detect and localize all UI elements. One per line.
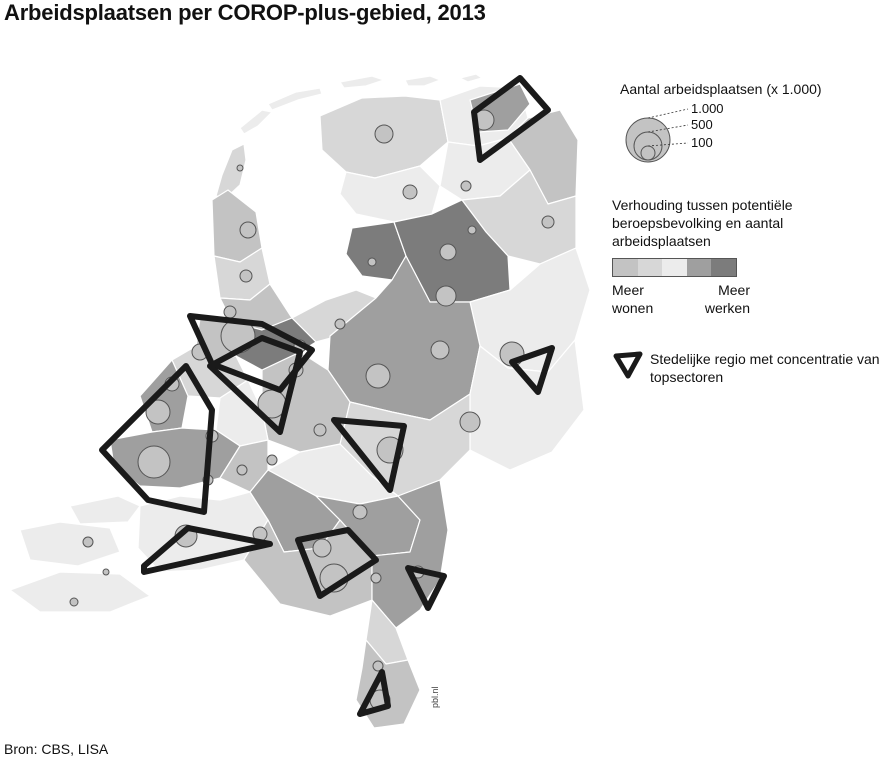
legend-size-500: 500 xyxy=(691,117,713,132)
island-vlieland xyxy=(239,109,273,135)
circle-emmeloord xyxy=(367,257,377,267)
region-friesland-south xyxy=(339,165,441,223)
urban-region-utrecht xyxy=(207,335,303,435)
legend-region-icon xyxy=(613,351,643,379)
circle-den-haag xyxy=(145,399,171,425)
circle-alkmaar xyxy=(239,269,253,283)
map-title: Arbeidsplaatsen per COROP-plus-gebied, 2… xyxy=(4,0,486,25)
circle-harderwijk xyxy=(467,225,477,235)
circle-drachten xyxy=(402,184,418,200)
urban-regions xyxy=(99,75,555,717)
circle-assen xyxy=(460,180,472,192)
circle-roermond xyxy=(372,660,384,672)
ratio-swatch-4 xyxy=(686,259,712,276)
urban-region-den-bosch-eindhoven xyxy=(295,527,379,599)
urban-region-enschede xyxy=(509,345,555,395)
legend-ratio-bar xyxy=(612,258,737,277)
island-texel xyxy=(215,143,247,199)
ratio-swatch-2 xyxy=(637,259,663,276)
circle-gorinchem xyxy=(236,464,248,476)
legend-size-title: Aantal arbeidsplaatsen (x 1.000) xyxy=(620,81,822,97)
region-zeeland-schouwen xyxy=(69,495,141,525)
urban-region-maastricht xyxy=(357,669,391,717)
circle-zutphen xyxy=(459,411,481,433)
legend-size-circles xyxy=(625,108,689,163)
source-text: Bron: CBS, LISA xyxy=(4,741,109,757)
circle-den-bosch xyxy=(312,538,332,558)
circle-oss xyxy=(266,454,278,466)
circle-deventer xyxy=(430,340,450,360)
urban-region-den-haag-rotterdam xyxy=(99,363,215,515)
urban-region-groningen xyxy=(471,75,551,163)
map-regions xyxy=(9,73,591,729)
region-zeeland-walcheren xyxy=(19,521,121,567)
legend-ratio-title: Verhouding tussen potentiële beroepsbevo… xyxy=(612,197,793,249)
region-zeeland-vlaanderen xyxy=(9,571,151,613)
legend-ratio-left: Meer wonen xyxy=(612,282,654,316)
circle-lelystad xyxy=(334,318,346,330)
circle-den-helder xyxy=(239,221,257,239)
island-ameland xyxy=(339,75,385,89)
circle-terneuzen xyxy=(69,597,79,607)
circle-emmen xyxy=(541,215,555,229)
job-circles xyxy=(69,109,555,711)
circle-middelburg xyxy=(82,536,94,548)
legend-size-1000: 1.000 xyxy=(691,101,724,116)
legend-ratio-right: Meer werken xyxy=(704,282,750,316)
ratio-swatch-3 xyxy=(662,259,687,276)
circle-ede xyxy=(313,423,327,437)
urban-region-arnhem-nijmegen xyxy=(331,417,407,493)
credit-text: pbl.nl xyxy=(430,686,440,708)
netherlands-map xyxy=(9,73,591,729)
ratio-swatch-1 xyxy=(613,259,638,276)
circle-nijmegen xyxy=(352,504,368,520)
island-schiermonnikoog xyxy=(404,75,441,87)
circle-rotterdam xyxy=(137,445,171,479)
ratio-swatch-5 xyxy=(711,259,736,276)
circle-zaandam xyxy=(223,305,237,319)
circle-apeldoorn xyxy=(435,285,457,307)
circle-helmond xyxy=(370,572,382,584)
legend-region-label: Stedelijke regio met concentratie van to… xyxy=(650,351,880,385)
circle-texel xyxy=(236,164,244,172)
legend-size-100: 100 xyxy=(691,135,713,150)
island-rottumeroog xyxy=(459,73,483,83)
circle-zwolle xyxy=(439,243,457,261)
island-terschelling xyxy=(267,87,323,111)
urban-region-venlo xyxy=(405,565,447,611)
circle-goes xyxy=(102,568,110,576)
circle-leeuwarden xyxy=(374,124,394,144)
urban-region-breda-eindhoven xyxy=(141,525,273,575)
legend-circle-1000 xyxy=(625,117,671,163)
circle-amersfoort xyxy=(365,363,391,389)
